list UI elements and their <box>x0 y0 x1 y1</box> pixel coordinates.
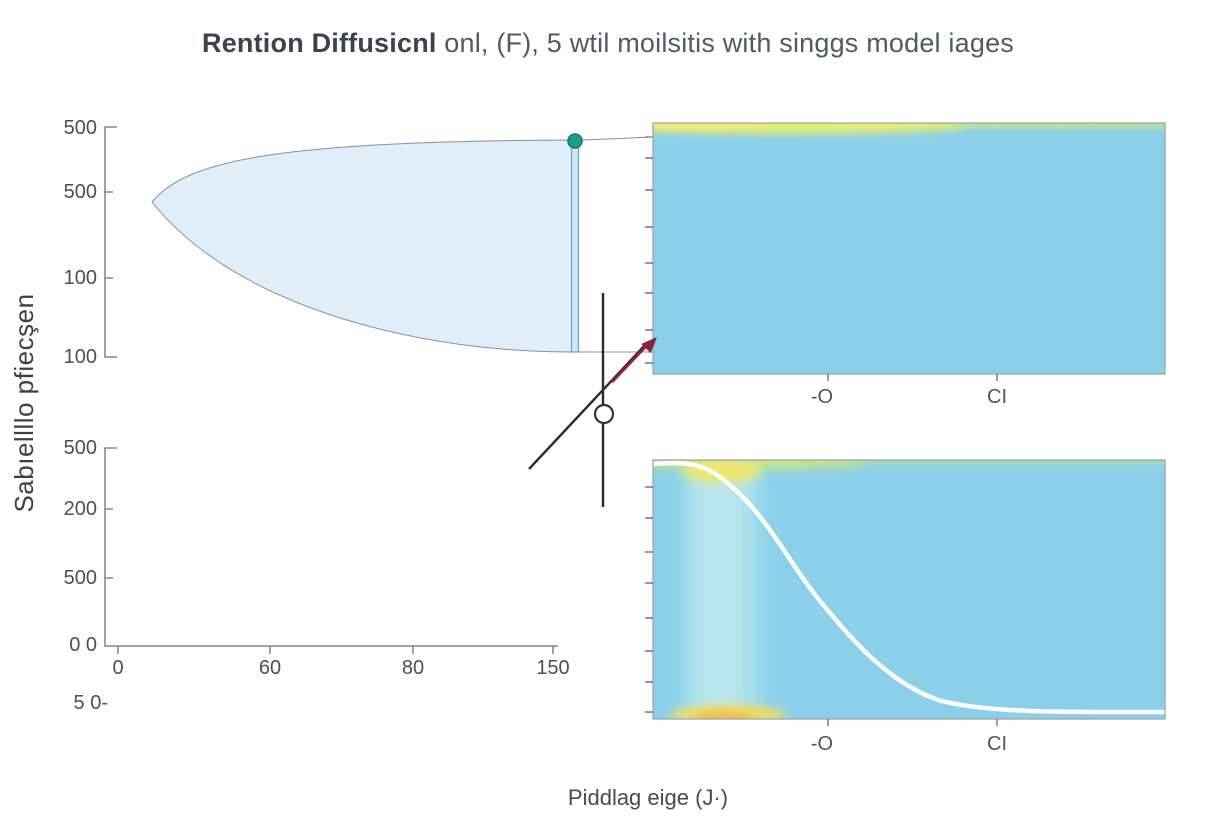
y-tick-label: 100 <box>63 267 97 289</box>
x-tick-label: 80 <box>401 657 425 679</box>
lens-shape <box>151 139 577 353</box>
y-tick-label: 100 <box>63 346 97 368</box>
x-axis-label: Piddlag eige (J·) <box>567 785 729 810</box>
guide-bar <box>570 139 580 353</box>
figure-title-emphasis: Rention Diffusicnl <box>202 28 437 58</box>
bottom-heatmap <box>653 460 1165 719</box>
bottom-heatmap-left-ticks <box>645 486 653 713</box>
y-tick-label: 500 <box>63 117 97 139</box>
figure-title-rest: onl, (F), 5 wtil moilsitis with singgs m… <box>444 28 1014 58</box>
top-heatmap <box>653 123 1165 374</box>
sigmoid-curve <box>653 460 1165 715</box>
y-tick-label: 0 0 <box>69 634 97 656</box>
top-heatmap-x-label: -O <box>810 386 834 408</box>
bottom-heatmap-green-band <box>653 460 1165 464</box>
bottom-heatmap-x-label: -O <box>810 733 834 755</box>
left-axis-upper-bracket <box>104 126 117 358</box>
arrow-head <box>641 337 657 353</box>
annotation-circle <box>593 403 615 425</box>
bottom-heatmap-orange-core <box>692 711 756 719</box>
bottom-heatmap-border <box>652 459 1166 720</box>
bottom-heatmap-bottom-ticks <box>827 719 998 726</box>
connector-top <box>581 136 654 141</box>
bottom-heatmap-x-label: CI <box>987 733 1007 755</box>
x-tick-label: 0 <box>112 657 124 679</box>
top-heatmap-border <box>652 122 1166 375</box>
top-heatmap-yellow-hotspot <box>653 123 750 129</box>
y-tick-label: 200 <box>63 498 97 520</box>
marker-dot <box>567 133 583 149</box>
x-axis-ticks <box>117 646 554 654</box>
y-tick-label: 500 <box>63 437 97 459</box>
bottom-heatmap-light-column-core <box>702 472 738 710</box>
arrow-shaft <box>610 341 652 383</box>
top-heatmap-yellow-band <box>653 123 965 133</box>
x-tick-label: 60 <box>258 657 282 679</box>
top-heatmap-x-label: CI <box>987 386 1007 408</box>
top-heatmap-field <box>653 123 1165 374</box>
figure-title: Rention Diffusicnl onl, (F), 5 wtil moil… <box>0 28 1216 59</box>
left-axis-lower-bracket <box>104 447 558 647</box>
x-tick-label: 150 <box>536 657 570 679</box>
y-tick-label: 500 <box>63 181 97 203</box>
y-tick-label: 500 <box>63 567 97 589</box>
top-heatmap-left-ticks <box>645 136 653 364</box>
y-tick-label-extra: 5 0- <box>73 692 108 714</box>
top-heatmap-bottom-ticks <box>827 374 998 381</box>
